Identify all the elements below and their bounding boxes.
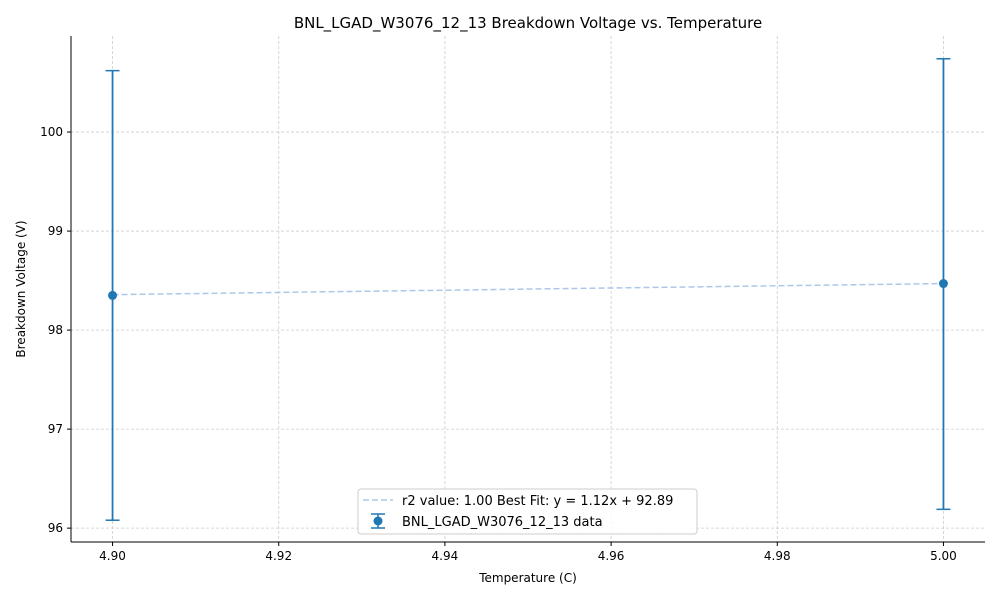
x-tick-label: 4.92	[265, 549, 292, 563]
chart-title: BNL_LGAD_W3076_12_13 Breakdown Voltage v…	[294, 14, 762, 33]
axes: 4.90 4.92 4.94 4.96 4.98 5.00 96 97 98 99 100	[40, 36, 985, 563]
legend: r2 value: 1.00 Best Fit: y = 1.12x + 92.…	[357, 488, 698, 535]
x-axis-label: Temperature (C)	[478, 571, 577, 585]
y-tick-label: 97	[48, 422, 63, 436]
x-tick-label: 4.90	[99, 549, 126, 563]
legend-swatch-marker	[373, 516, 383, 526]
y-tick-label: 96	[48, 521, 63, 535]
data-point	[938, 279, 948, 289]
legend-box	[357, 488, 698, 535]
x-tick-label: 5.00	[930, 549, 957, 563]
y-tick-label: 100	[40, 125, 63, 139]
fit-line	[112, 282, 944, 296]
data-layer	[105, 58, 951, 521]
x-tick-label: 4.94	[432, 549, 459, 563]
legend-fit-label: r2 value: 1.00 Best Fit: y = 1.12x + 92.…	[402, 494, 673, 509]
y-axis-label: Breakdown Voltage (V)	[14, 220, 28, 357]
legend-data-label: BNL_LGAD_W3076_12_13 data	[402, 515, 603, 530]
data-point	[108, 290, 118, 300]
fit-line-layer	[112, 282, 944, 296]
x-tick-label: 4.98	[764, 549, 791, 563]
x-tick-label: 4.96	[598, 549, 625, 563]
y-tick-label: 99	[48, 224, 63, 238]
legend-data-swatch	[371, 513, 385, 529]
y-tick-label: 98	[48, 323, 63, 337]
